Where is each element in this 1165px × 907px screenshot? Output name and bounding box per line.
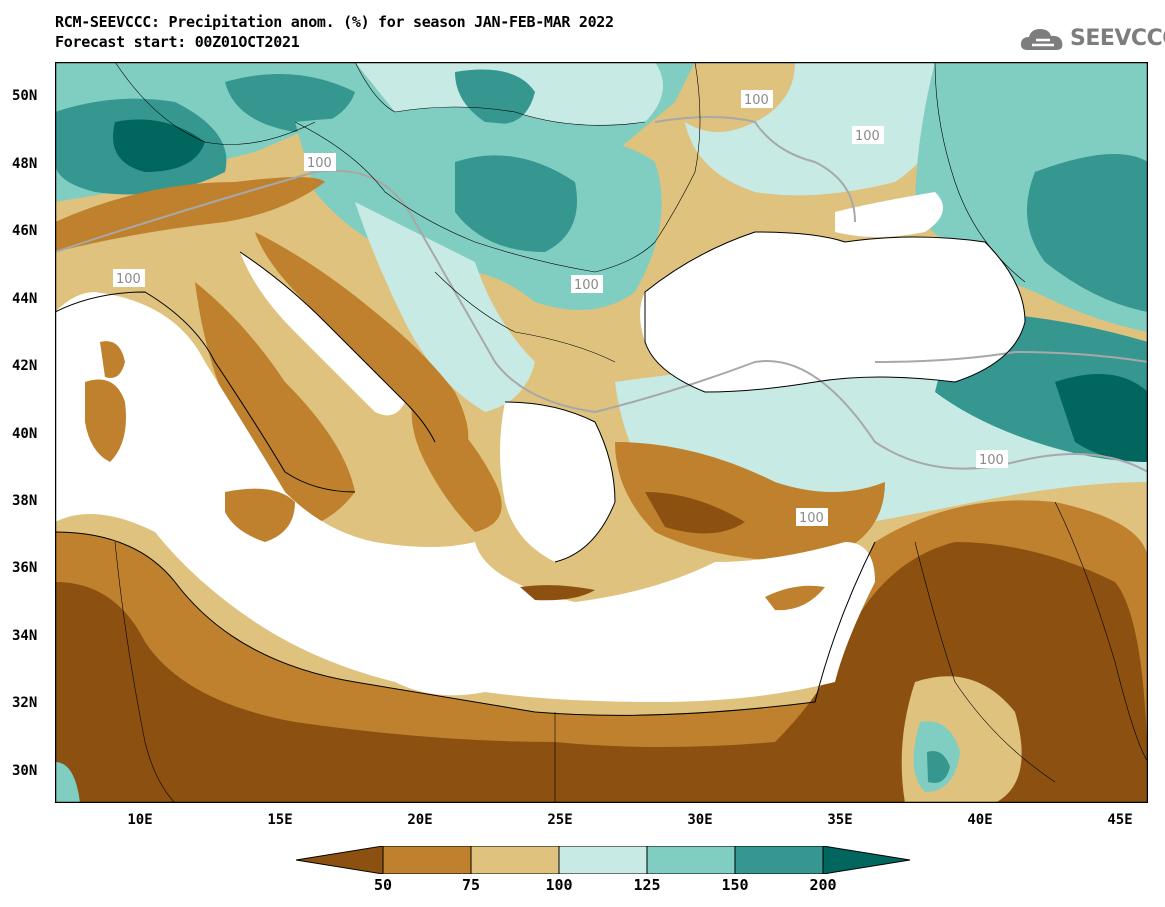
contour-100-line — [55, 169, 1148, 473]
region-poland-wet — [455, 69, 535, 124]
colorbar-label-125: 125 — [633, 876, 661, 894]
sea-azov — [835, 192, 943, 237]
island-cyprus — [765, 585, 825, 611]
region-italy-dry — [195, 282, 355, 532]
colorbar-segment-125-150 — [646, 845, 736, 875]
contour-label-5: 100 — [574, 278, 599, 293]
island-corsica — [100, 341, 125, 378]
lat-label-48n: 48N — [12, 156, 38, 172]
lon-label-15e: 15E — [267, 812, 293, 828]
lon-label-25e: 25E — [547, 812, 573, 828]
region-greece-dry — [411, 392, 502, 532]
region-alps-dry — [55, 177, 325, 252]
contour-100-line-north — [654, 116, 856, 223]
lon-label-45e: 45E — [1107, 812, 1133, 828]
region-sahara-wet — [55, 762, 80, 803]
contour-label-2: 100 — [855, 129, 880, 144]
seevccc-logo: SEEVCCC — [1018, 24, 1165, 56]
colorbar-label-75: 75 — [461, 876, 481, 894]
lon-label-40e: 40E — [967, 812, 993, 828]
map-title: RCM-SEEVCCC: Precipitation anom. (%) for… — [55, 12, 614, 52]
contour-100-line-east — [874, 350, 1148, 363]
lon-label-30e: 30E — [687, 812, 713, 828]
sea-tyrrhenian — [55, 292, 875, 702]
colorbar-label-100: 100 — [545, 876, 573, 894]
region-russia-wet — [1027, 154, 1148, 312]
lat-label-36n: 36N — [12, 560, 38, 576]
lat-label-50n: 50N — [12, 88, 38, 104]
lat-label-30n: 30N — [12, 763, 38, 779]
sea-adriatic — [240, 252, 405, 416]
lon-label-20e: 20E — [407, 812, 433, 828]
contour-label-3: 100 — [307, 156, 332, 171]
region-czech-wet — [225, 74, 355, 132]
title-line-1: RCM-SEEVCCC: Precipitation anom. (%) for… — [55, 13, 614, 31]
region-caucasus-core — [1055, 374, 1148, 462]
lon-label-10e: 10E — [127, 812, 153, 828]
lat-label-46n: 46N — [12, 223, 38, 239]
map-frame — [55, 62, 1148, 803]
lat-label-40n: 40N — [12, 426, 38, 442]
sea-aegean — [500, 402, 615, 562]
contour-labels: 100 100 100 100 100 100 100 — [113, 90, 1008, 526]
island-sardinia — [85, 379, 126, 462]
island-crete — [520, 585, 595, 601]
region-turkey-south-dry — [615, 442, 885, 562]
colorbar-segment-lt50 — [295, 845, 384, 875]
lat-label-44n: 44N — [12, 291, 38, 307]
contour-label-1: 100 — [744, 93, 769, 108]
lat-label-34n: 34N — [12, 628, 38, 644]
sea-black — [640, 232, 1025, 392]
colorbar-segment-75-100 — [470, 845, 560, 875]
country-borders — [114, 62, 1148, 803]
colorbar-segment-gt200 — [822, 845, 911, 875]
map-panel: 100 100 100 100 100 100 100 — [55, 62, 1148, 803]
contour-label-6: 100 — [979, 453, 1004, 468]
colorbar-label-50: 50 — [373, 876, 393, 894]
colorbar-segment-150-200 — [734, 845, 824, 875]
colorbar-segment-50-75 — [382, 845, 472, 875]
region-balkans-light — [355, 202, 535, 412]
region-north-africa-core — [55, 542, 1148, 803]
coastlines — [55, 231, 1026, 716]
region-hungary-wet — [455, 155, 577, 252]
lat-label-42n: 42N — [12, 358, 38, 374]
colorbar-svg — [295, 845, 911, 875]
region-arabia-core — [927, 751, 950, 783]
colorbar — [295, 845, 912, 875]
colorbar-label-200: 200 — [809, 876, 837, 894]
region-turkey-south-core — [645, 492, 745, 534]
colorbar-segment-100-125 — [558, 845, 648, 875]
cloud-icon — [1020, 29, 1063, 50]
lat-label-38n: 38N — [12, 493, 38, 509]
colorbar-label-150: 150 — [721, 876, 749, 894]
lon-label-35e: 35E — [827, 812, 853, 828]
precipitation-anomaly-map: 100 100 100 100 100 100 100 — [55, 62, 1148, 803]
lat-label-32n: 32N — [12, 695, 38, 711]
logo-text: SEEVCCC — [1070, 26, 1165, 51]
contour-label-4: 100 — [116, 272, 141, 287]
region-germany-core — [113, 119, 205, 172]
contour-label-7: 100 — [799, 511, 824, 526]
title-line-2: Forecast start: 00Z01OCT2021 — [55, 33, 300, 51]
region-ukraine-dry — [685, 62, 795, 132]
island-sicily — [225, 488, 295, 542]
